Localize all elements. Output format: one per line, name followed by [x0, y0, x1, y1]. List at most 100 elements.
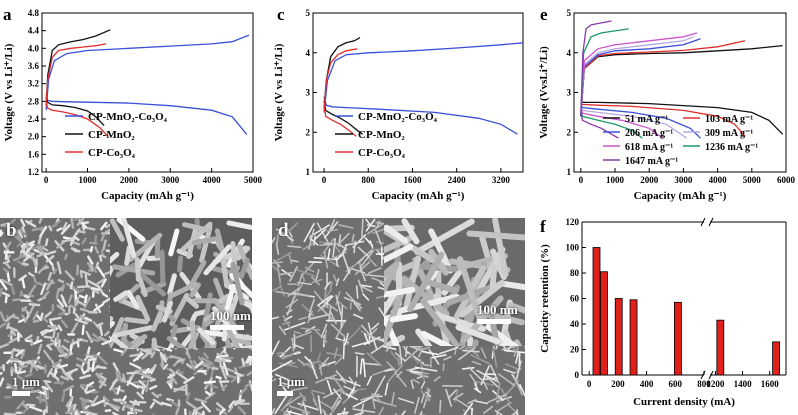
sem-grain: [439, 399, 442, 414]
y-tick-label: 2: [306, 127, 311, 137]
sem-grain: [73, 288, 78, 301]
sem-image-d: d 100 nm 1 μm: [272, 218, 525, 415]
sem-grain: [420, 392, 425, 404]
series-line: [580, 112, 619, 139]
sem-grain: [134, 257, 141, 282]
series-line: [580, 32, 698, 117]
sem-grain: [299, 392, 307, 402]
sem-grain: [515, 352, 519, 364]
scalebar-line: [210, 325, 244, 330]
sem-grain: [6, 270, 11, 283]
sem-grain: [76, 285, 90, 289]
sem-grain: [225, 325, 241, 348]
sem-grain: [55, 332, 60, 343]
sem-grain: [16, 375, 29, 384]
sem-grain: [133, 408, 143, 413]
sem-grain: [3, 241, 12, 252]
sem-grain: [513, 346, 520, 357]
sem-grain: [113, 290, 129, 302]
x-tick-label: 600: [669, 379, 683, 389]
sem-grain: [44, 311, 53, 318]
sem-grain: [282, 226, 294, 245]
sem-grain: [115, 370, 120, 382]
sem-grain: [167, 373, 175, 379]
sem-grain: [297, 281, 313, 286]
sem-grain: [318, 295, 334, 311]
sem-grain: [215, 375, 222, 380]
sem-grain: [57, 324, 63, 332]
sem-grain: [19, 230, 28, 237]
sem-grain: [79, 314, 90, 324]
sem-grain: [83, 411, 98, 415]
x-tick-label: 4000: [709, 175, 728, 185]
sem-grain: [326, 379, 333, 395]
sem-grain: [96, 265, 106, 278]
sem-grain: [384, 286, 416, 298]
sem-grain: [44, 238, 49, 247]
sem-grain: [498, 280, 525, 291]
sem-grain: [67, 373, 74, 381]
sem-grain: [42, 317, 49, 323]
sem-grain: [359, 267, 366, 282]
y-tick-label: 5: [567, 8, 572, 18]
sem-grain: [515, 360, 522, 380]
sem-grain: [98, 254, 103, 262]
sem-grain: [275, 290, 297, 296]
sem-grain: [72, 235, 80, 241]
y-tick-label: 0: [575, 370, 580, 380]
sem-grain: [293, 343, 304, 350]
series-line: [323, 96, 518, 135]
sem-grain: [204, 391, 216, 401]
sem-grain: [64, 253, 68, 260]
sem-grain: [327, 248, 331, 261]
sem-grain: [177, 370, 184, 374]
sem-grain: [120, 322, 129, 348]
legend-label: 1647 mA g⁻¹: [625, 156, 678, 167]
sem-grain: [244, 382, 251, 388]
sem-grain: [72, 218, 82, 221]
sem-grain: [48, 316, 62, 322]
sem-grain: [366, 223, 384, 235]
sem-grain: [18, 274, 27, 282]
sem-grain: [459, 279, 506, 318]
sem-grain: [70, 247, 78, 253]
sem-grain: [36, 251, 47, 258]
sem-grain: [203, 244, 232, 276]
sem-grain: [420, 298, 461, 346]
sem-grain: [276, 262, 281, 283]
x-tick-label: 0: [587, 379, 592, 389]
axis-break-mark: [708, 217, 714, 227]
sem-grain: [145, 379, 150, 393]
sem-grain: [112, 411, 120, 415]
sem-grain: [415, 328, 433, 346]
sem-grain: [136, 391, 145, 400]
scalebar-label: 1 μm: [277, 374, 305, 389]
sem-grain: [79, 269, 91, 276]
sem-grain: [343, 385, 357, 393]
sem-grain: [203, 380, 216, 384]
sem-grain: [226, 220, 252, 230]
sem-grain: [272, 264, 278, 271]
sem-grain: [489, 262, 498, 291]
sem-grain: [32, 275, 37, 283]
series-line: [580, 106, 688, 139]
sem-grain: [137, 371, 152, 378]
sem-grain: [52, 324, 57, 339]
sem-grain: [85, 388, 96, 395]
sem-grain: [337, 232, 350, 246]
sem-grain: [10, 366, 16, 373]
sem-grain: [274, 251, 292, 263]
sem-grain: [236, 344, 252, 348]
sem-grain: [276, 351, 286, 355]
sem-grain: [200, 402, 212, 413]
sem-grain: [317, 399, 332, 409]
sem-grain: [470, 354, 491, 365]
sem-grain: [14, 362, 18, 374]
sem-grain: [357, 387, 367, 391]
sem-grain: [364, 273, 386, 278]
sem-grain: [310, 276, 321, 286]
sem-grain: [214, 228, 226, 255]
sem-grain: [375, 220, 381, 229]
y-tick-label: 100: [566, 243, 580, 253]
y-tick-label: 4.0: [28, 43, 40, 53]
